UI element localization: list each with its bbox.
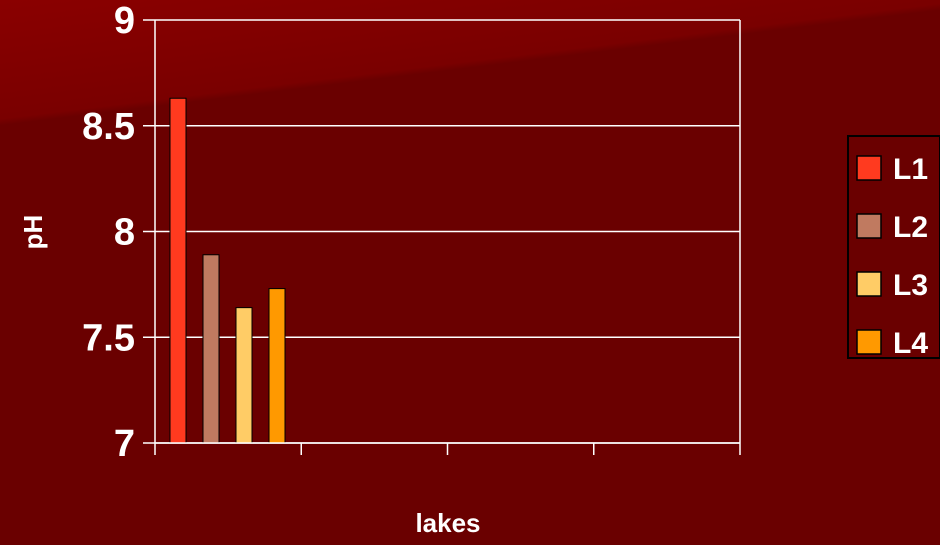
legend-box [847,135,940,359]
legend-label-l4: L4 [893,327,928,360]
legend-swatch-l1 [856,155,882,181]
y-tick-label: 8.5 [82,106,135,148]
bar-l3 [235,307,253,444]
legend-label-l3: L3 [893,269,928,302]
x-axis-title: lakes [415,508,480,538]
axes [143,19,741,455]
bar-l2 [202,254,220,444]
legend-swatch-l2 [856,213,882,239]
legend-label-l2: L2 [893,211,928,244]
legend-label-l1: L1 [893,153,928,186]
bar-l1 [169,97,187,444]
bar-l4 [268,288,286,444]
legend-swatch-l4 [856,329,882,355]
y-tick-labels: 7 7.5 8 8.5 9 [82,0,135,465]
y-tick-label: 9 [114,0,135,42]
legend: L1 L2 L3 L4 [847,135,940,360]
bars [169,97,286,444]
y-tick-label: 7 [114,423,135,465]
y-axis-title: pH [18,215,48,250]
y-tick-label: 8 [114,212,135,254]
y-tick-label: 7.5 [82,317,135,359]
legend-swatch-l3 [856,271,882,297]
